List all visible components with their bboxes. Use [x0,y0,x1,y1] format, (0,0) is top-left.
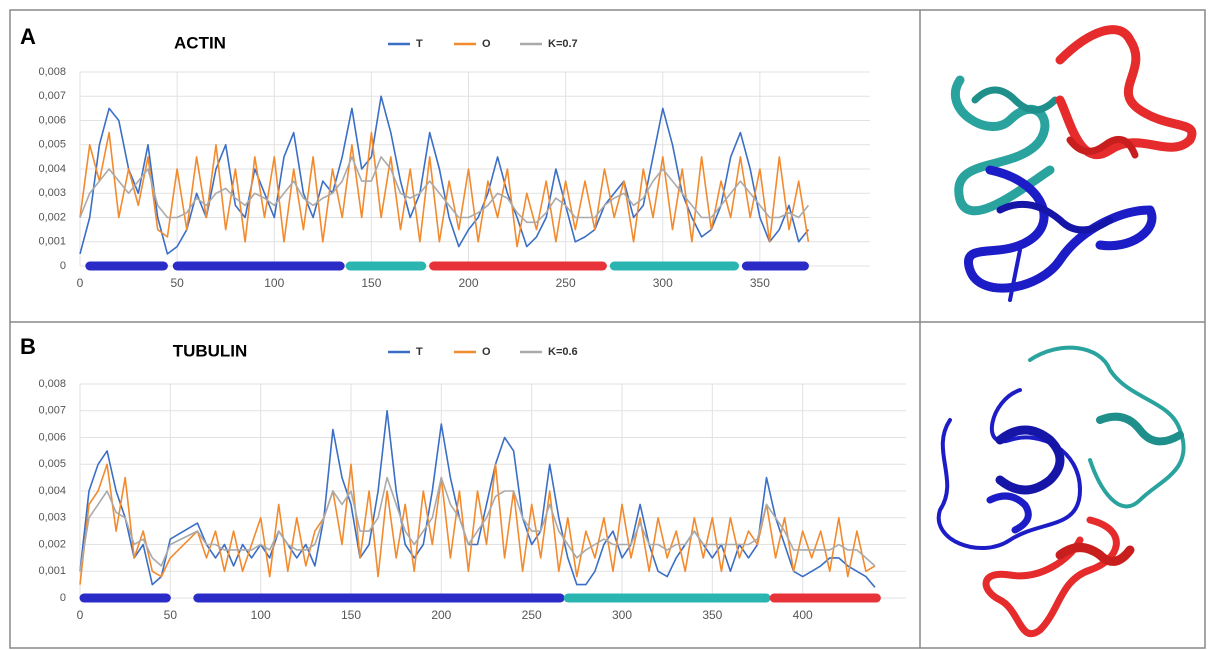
legend-label: O [482,346,491,358]
x-tick-label: 250 [556,276,576,290]
x-tick-label: 100 [264,276,284,290]
series-line [79,156,810,224]
x-tick-label: 400 [793,608,813,622]
x-tick-label: 350 [750,276,770,290]
x-tick-label: 300 [612,608,632,622]
legend-label: K=0.7 [548,38,578,50]
y-tick-label: 0,001 [38,565,66,577]
x-tick-label: 0 [77,608,84,622]
legend-label: K=0.6 [548,346,578,358]
x-tick-label: 200 [431,608,451,622]
x-tick-label: 0 [77,276,84,290]
series-line [79,131,810,248]
y-tick-label: 0,004 [38,485,66,497]
y-tick-label: 0,003 [38,187,66,199]
legend-label: O [482,38,491,50]
actin-structure [950,25,1197,302]
x-tick-label: 300 [653,276,673,290]
y-tick-label: 0,005 [38,458,66,470]
x-tick-label: 250 [522,608,542,622]
panel-label: A [20,24,36,49]
y-tick-label: 0 [60,592,66,604]
y-tick-label: 0 [60,260,66,272]
chart-title: ACTIN [174,33,226,52]
series-line [79,463,876,585]
x-tick-label: 50 [164,608,178,622]
y-tick-label: 0,004 [38,163,66,175]
x-tick-label: 100 [251,608,271,622]
x-tick-label: 150 [361,276,381,290]
x-tick-label: 200 [458,276,478,290]
chart-title: TUBULIN [173,341,248,360]
x-tick-label: 350 [702,608,722,622]
y-tick-label: 0,007 [38,405,66,417]
frame [9,9,1206,649]
y-tick-label: 0,007 [38,90,66,102]
y-tick-label: 0,002 [38,211,66,223]
x-tick-label: 150 [341,608,361,622]
y-tick-label: 0,006 [38,431,66,443]
y-tick-label: 0,002 [38,538,66,550]
y-tick-label: 0,001 [38,236,66,248]
y-tick-label: 0,006 [38,114,66,126]
y-tick-label: 0,005 [38,139,66,151]
legend-label: T [416,346,423,358]
tubulin-structure [936,345,1186,638]
series-line [79,410,876,588]
y-tick-label: 0,003 [38,512,66,524]
x-tick-label: 50 [170,276,184,290]
y-tick-label: 0,008 [38,378,66,390]
y-tick-label: 0,008 [38,66,66,78]
panel-label: B [20,334,36,359]
series-line [79,476,876,572]
legend-label: T [416,38,423,50]
